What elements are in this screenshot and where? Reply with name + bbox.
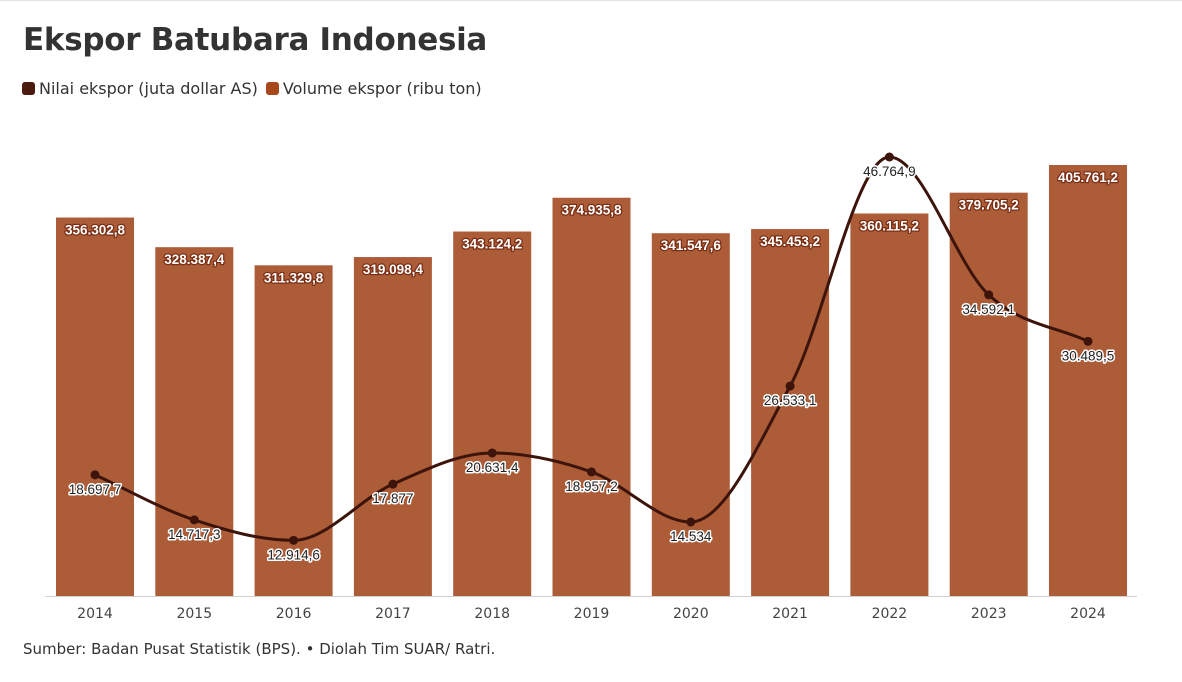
x-tick-label-2014: 2014 <box>77 606 113 622</box>
legend-item-line[interactable]: Nilai ekspor (juta dollar AS) <box>22 79 258 98</box>
bar-value-label-2015: 328.387,4 <box>164 252 225 267</box>
bar-value-label-2023: 379.705,2 <box>959 198 1019 213</box>
x-tick-label-2018: 2018 <box>474 606 510 622</box>
line-point-2021[interactable] <box>785 381 795 391</box>
bar-value-label-2016: 311.329,8 <box>264 270 324 285</box>
line-value-label-2020: 14.534 <box>670 529 712 544</box>
x-tick-label-2022: 2022 <box>872 606 908 622</box>
bar-value-label-2022: 360.115,2 <box>860 218 919 233</box>
x-tick-label-2024: 2024 <box>1070 606 1106 622</box>
bar-value-label-2021: 345.453,2 <box>760 234 820 249</box>
line-value-label-2022: 46.764,9 <box>863 164 916 179</box>
bar-value-label-2017: 319.098,4 <box>363 262 424 277</box>
line-value-label-2017: 17.877 <box>372 491 413 506</box>
line-value-label-2016: 12.914,6 <box>267 547 320 562</box>
bar-2015[interactable] <box>155 247 234 597</box>
bar-2014[interactable] <box>56 217 134 596</box>
legend-label-line: Nilai ekspor (juta dollar AS) <box>39 79 258 98</box>
line-value-label-2023: 34.592,1 <box>962 302 1015 317</box>
bar-value-label-2014: 356.302,8 <box>65 223 126 238</box>
bar-2017[interactable] <box>353 257 432 596</box>
top-divider <box>0 0 1182 1</box>
line-point-2023[interactable] <box>984 290 994 300</box>
bar-2024[interactable] <box>1049 165 1127 596</box>
line-point-2018[interactable] <box>487 448 497 458</box>
x-tick-label-2016: 2016 <box>276 606 312 622</box>
x-tick-label-2019: 2019 <box>574 606 610 622</box>
line-value-label-2018: 20.631,4 <box>466 460 519 475</box>
line-value-label-2024: 30.489,5 <box>1062 348 1115 363</box>
legend-swatch-bar <box>265 82 279 95</box>
line-point-2022[interactable] <box>884 152 894 162</box>
line-point-2017[interactable] <box>388 479 398 489</box>
bar-2022[interactable] <box>850 213 929 596</box>
legend-swatch-line <box>22 82 35 95</box>
bar-value-label-2024: 405.761,2 <box>1058 170 1118 185</box>
x-tick-label-2021: 2021 <box>772 606 808 622</box>
line-value-label-2021: 26.533,1 <box>764 393 817 408</box>
source-note: Sumber: Badan Pusat Statistik (BPS). • D… <box>23 640 496 658</box>
x-tick-label-2020: 2020 <box>673 606 709 622</box>
bar-2020[interactable] <box>651 233 730 596</box>
line-value-label-2014: 18.697,7 <box>69 482 122 497</box>
legend-item-bar[interactable]: Volume ekspor (ribu ton) <box>265 79 482 98</box>
bar-2019[interactable] <box>552 197 631 596</box>
bar-2021[interactable] <box>751 229 830 596</box>
x-tick-label-2015: 2015 <box>176 606 212 622</box>
line-point-2024[interactable] <box>1083 336 1093 346</box>
bar-value-label-2018: 343.124,2 <box>462 237 522 252</box>
line-point-2015[interactable] <box>189 515 199 525</box>
x-tick-label-2017: 2017 <box>375 606 411 622</box>
line-point-2014[interactable] <box>90 470 100 480</box>
bar-2018[interactable] <box>453 231 532 596</box>
line-point-2019[interactable] <box>587 467 596 477</box>
line-value-label-2019: 18.957,2 <box>565 479 618 494</box>
chart-title: Ekspor Batubara Indonesia <box>23 22 488 58</box>
line-value-label-2015: 14.717,3 <box>168 527 221 542</box>
legend: Nilai ekspor (juta dollar AS) Volume eks… <box>22 79 490 98</box>
x-tick-label-2023: 2023 <box>971 606 1007 622</box>
line-point-2020[interactable] <box>686 517 696 527</box>
line-point-2016[interactable] <box>289 535 299 545</box>
legend-label-bar: Volume ekspor (ribu ton) <box>282 79 482 98</box>
bar-value-label-2020: 341.547,6 <box>661 238 722 253</box>
bar-value-label-2019: 374.935,8 <box>561 203 622 218</box>
chart-area: 2014 2015 2016 2017 2018 2019 2020 2021 2022 2023… <box>45 152 1137 622</box>
line-series-nilai-ekspor[interactable] <box>94 155 1089 542</box>
